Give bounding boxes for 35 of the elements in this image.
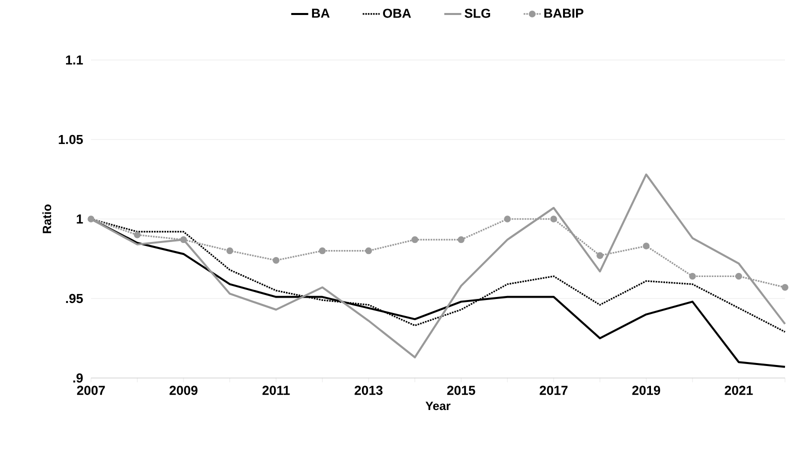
point (458, 236, 465, 244)
point (411, 236, 418, 244)
y-tick-label: .9 (73, 373, 83, 383)
point (88, 216, 94, 222)
legend-label: BABIP (544, 8, 584, 18)
point (180, 236, 187, 244)
x-tick-label: 2021 (724, 386, 753, 395)
legend-label: BA (312, 8, 330, 18)
legend-label: OBA (383, 8, 411, 18)
point (782, 284, 788, 291)
point (642, 242, 650, 250)
x-tick-label: 2019 (632, 386, 660, 395)
point (318, 247, 326, 254)
point (550, 216, 558, 222)
point (226, 247, 234, 254)
x-tick-label: 2007 (77, 386, 105, 395)
legend-label: SLG (464, 8, 490, 18)
point (134, 232, 141, 238)
x-tick-label: 2013 (354, 386, 383, 395)
point (735, 272, 742, 280)
point (365, 247, 372, 254)
y-axis-title: Ratio (42, 204, 52, 234)
point (504, 216, 511, 222)
x-tick-label: 2017 (540, 386, 568, 395)
y-tick-label: 1.1 (66, 56, 83, 64)
x-axis-title: Year (426, 402, 450, 410)
x-tick-label: 2009 (170, 386, 198, 395)
point (689, 272, 696, 280)
y-tick-label: 1.05 (58, 134, 83, 144)
point (272, 256, 280, 264)
x-tick-label: 2011 (262, 386, 290, 395)
x-tick-label: 2015 (447, 386, 476, 395)
point (596, 252, 604, 259)
y-tick-label: .95 (66, 294, 83, 304)
y-tick-label: 1 (76, 214, 83, 224)
